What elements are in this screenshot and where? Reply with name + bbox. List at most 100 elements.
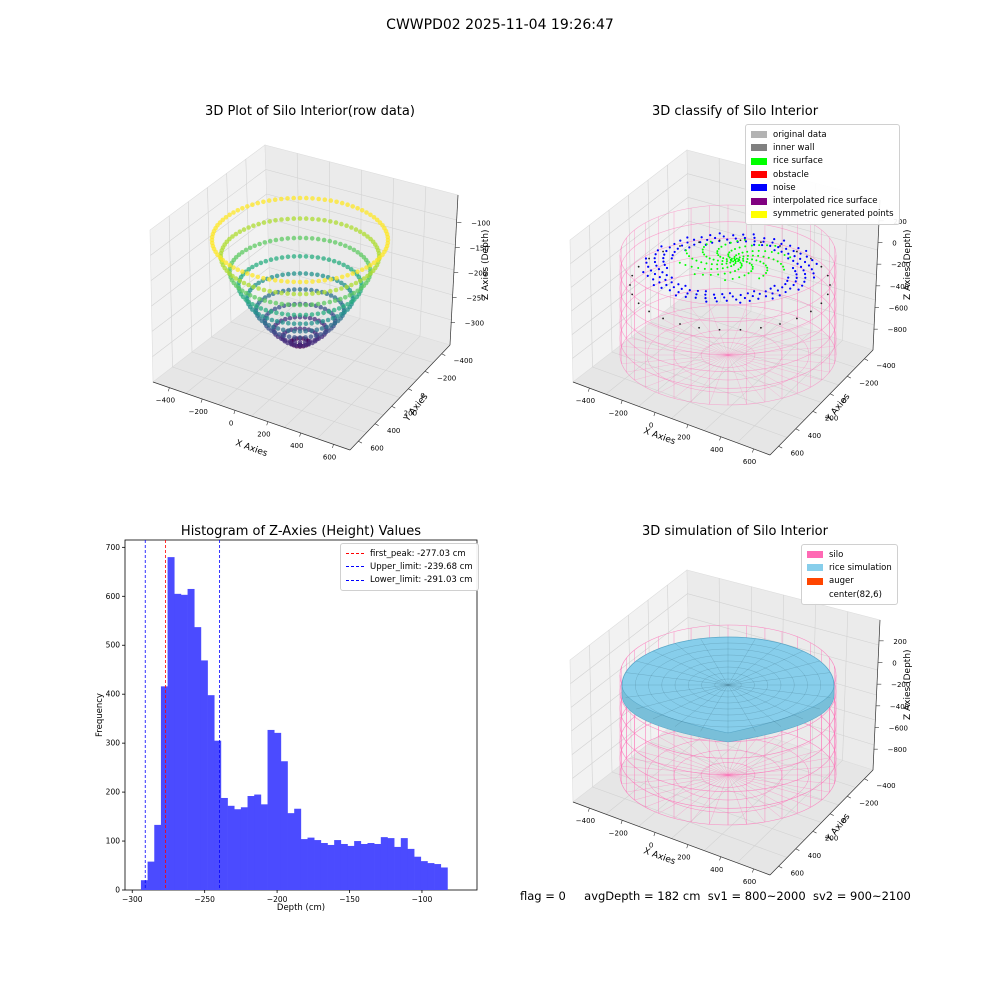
- rice-surface-point: [717, 247, 720, 250]
- legend-swatch: [751, 131, 767, 139]
- panel-histogram: Histogram of Z-Axies (Height) Values −30…: [80, 520, 500, 920]
- noise-point: [776, 289, 780, 292]
- histogram-bar: [154, 824, 162, 890]
- rice-surface-mesh: [652, 650, 729, 686]
- simulation-x-tick: [686, 844, 689, 849]
- raw-z-tick-label: −200: [468, 270, 487, 278]
- raw-data-point: [359, 208, 365, 213]
- raw-data-point: [267, 288, 272, 294]
- raw-data-point: [344, 284, 349, 290]
- inner-wall-point: [662, 250, 664, 253]
- histogram-bar: [280, 761, 288, 890]
- noise-point: [796, 262, 799, 265]
- rice-surface-point: [697, 267, 700, 270]
- inner-wall-point: [779, 245, 781, 247]
- rice-surface-point: [735, 254, 738, 257]
- inner-wall-point: [629, 284, 631, 286]
- histogram-bar: [300, 839, 308, 890]
- raw-data-point: [291, 279, 296, 285]
- noise-point: [728, 292, 732, 295]
- raw-data-point: [338, 296, 343, 302]
- noise-point: [780, 250, 783, 253]
- raw-data-point: [350, 271, 355, 276]
- axis-line: [769, 349, 874, 456]
- raw-data-point: [255, 200, 261, 206]
- raw-data-point: [310, 291, 315, 296]
- raw-data-point: [303, 287, 308, 292]
- rice-surface-point: [728, 256, 731, 259]
- raw-data-point: [374, 257, 380, 263]
- rice-surface-point: [738, 256, 741, 259]
- raw-data-point: [235, 208, 241, 213]
- rice-surface-mesh: [636, 660, 729, 686]
- noise-point: [723, 296, 726, 299]
- raw-data-point: [262, 320, 268, 326]
- rice-surface-point: [716, 267, 719, 270]
- classify-x-tick: [587, 387, 590, 392]
- raw-data-point: [347, 293, 353, 298]
- rice-surface-point: [691, 257, 694, 260]
- histogram-bar: [407, 848, 415, 890]
- legend-swatch: [807, 591, 823, 598]
- raw-data-point: [237, 229, 243, 234]
- raw-y-tick-label: 600: [370, 444, 383, 452]
- rice-surface-point: [723, 272, 726, 275]
- raw-data-point: [260, 314, 265, 319]
- raw-data-point: [279, 290, 284, 296]
- noise-point: [743, 236, 747, 240]
- noise-point: [794, 280, 797, 283]
- rice-surface-mesh: [727, 660, 820, 686]
- noise-point: [658, 276, 661, 279]
- raw-data-point: [349, 225, 354, 230]
- raw-x-tick-label: 200: [257, 431, 270, 439]
- inner-wall-point: [826, 274, 829, 277]
- histogram-x-tick-label: −150: [339, 895, 360, 904]
- raw-data-point: [339, 286, 344, 291]
- raw-data-point: [309, 236, 315, 241]
- raw-data-point: [312, 316, 317, 322]
- rice-surface-mesh: [727, 684, 831, 698]
- legend-label: Lower_limit: -291.03 cm: [370, 575, 473, 586]
- status-flag: flag = 0: [520, 889, 566, 903]
- noise-point: [665, 266, 669, 270]
- inner-wall-point: [796, 317, 798, 320]
- rice-surface-point: [764, 264, 767, 267]
- raw-data-point: [262, 240, 268, 245]
- raw-data-point: [227, 236, 232, 242]
- raw-data-point: [267, 219, 272, 224]
- noise-point: [664, 278, 667, 282]
- raw-data-point: [245, 204, 250, 209]
- raw-3d-plot: −400 −200 0 200 400 600 600 400 200 0 −200 −400 −3…: [149, 144, 491, 461]
- rice-surface-point: [742, 257, 745, 260]
- raw-data-point: [320, 273, 326, 279]
- histogram-bar: [340, 843, 348, 890]
- raw-data-point: [358, 286, 364, 291]
- raw-data-point: [303, 254, 309, 259]
- raw-data-point: [359, 267, 365, 272]
- histogram-bar: [267, 729, 275, 890]
- raw-data-point: [336, 260, 342, 266]
- rice-surface-point: [739, 261, 742, 264]
- rice-surface-point: [734, 262, 737, 265]
- noise-point: [688, 246, 691, 249]
- noise-point: [778, 294, 781, 297]
- raw-data-point: [287, 339, 293, 344]
- simulation-y-tick-label: 600: [791, 869, 804, 877]
- raw-data-point: [297, 302, 303, 308]
- rice-surface-point: [716, 250, 719, 253]
- raw-data-point: [313, 333, 319, 338]
- histogram-y-tick-label: 700: [106, 543, 121, 552]
- noise-point: [773, 238, 776, 241]
- rice-surface-point: [737, 260, 740, 263]
- raw-data-point: [266, 322, 272, 328]
- inner-wall-point: [826, 293, 829, 296]
- rice-surface-point: [721, 263, 724, 266]
- rice-surface-point: [733, 255, 736, 258]
- simulation-y-tick: [864, 778, 869, 781]
- raw-data-point: [355, 269, 360, 274]
- rice-surface-point: [719, 255, 722, 258]
- histogram-bar: [347, 845, 355, 890]
- raw-data-point: [297, 195, 303, 201]
- raw-data-point: [250, 302, 255, 307]
- inner-wall-point: [718, 328, 721, 331]
